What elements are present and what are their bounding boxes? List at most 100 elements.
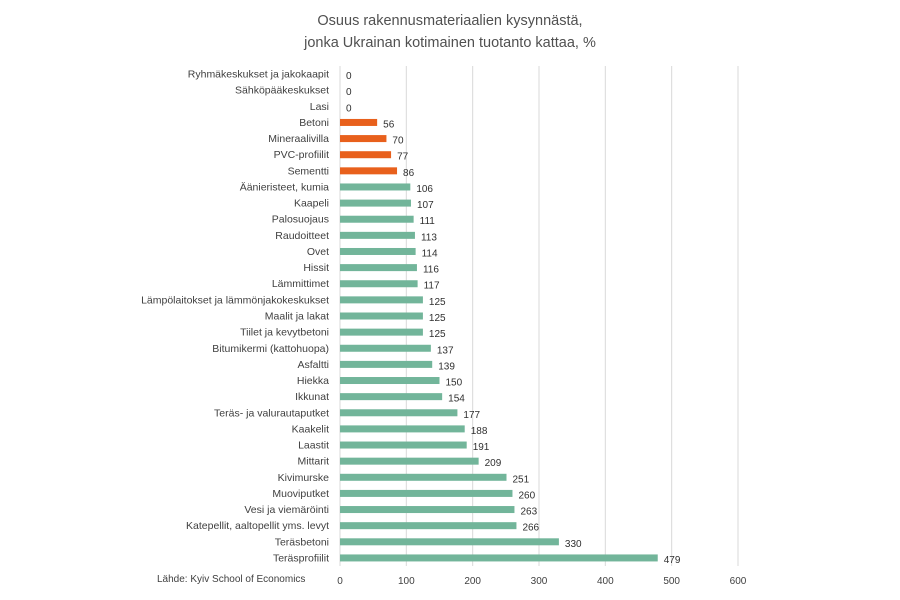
value-label: 0 — [346, 103, 352, 114]
category-label: Bitumikermi (kattohuopa) — [212, 343, 329, 355]
category-label: Äänieristeet, kumia — [240, 181, 329, 193]
value-label: 251 — [512, 474, 529, 485]
bar — [340, 522, 517, 530]
value-label: 116 — [423, 265, 439, 276]
value-label: 117 — [424, 281, 440, 292]
category-label: Kaakelit — [292, 423, 329, 435]
value-label: 70 — [392, 136, 404, 147]
category-label: Kaapeli — [294, 198, 329, 210]
bar — [340, 215, 414, 223]
value-label: 86 — [403, 168, 415, 179]
value-label: 114 — [422, 248, 438, 259]
category-label: Maalit ja lakat — [265, 311, 329, 323]
category-label: Lämmittimet — [272, 278, 329, 290]
category-label: Ikkunat — [295, 391, 329, 403]
category-label: Teräs- ja valurautaputket — [214, 407, 329, 419]
category-label: Teräsprofiilit — [273, 552, 329, 564]
category-label: Lämpölaitokset ja lämmönjakokeskukset — [141, 294, 329, 306]
category-label: Betoni — [299, 117, 329, 129]
bar — [340, 118, 378, 126]
category-label: Lasi — [310, 101, 329, 113]
category-label: Asfaltti — [297, 359, 329, 371]
category-label: Tiilet ja kevytbetoni — [240, 327, 329, 339]
category-label: PVC-profiilit — [274, 149, 330, 161]
chart-title: Osuus rakennusmateriaalien kysynnästä, j… — [0, 10, 900, 54]
bar — [340, 167, 398, 175]
bar — [340, 151, 392, 159]
value-label: 0 — [346, 87, 352, 98]
source-note: Lähde: Kyiv School of Economics — [157, 574, 306, 585]
x-tick-label: 600 — [730, 576, 747, 587]
category-label: Ovet — [307, 246, 329, 258]
value-label: 56 — [383, 119, 395, 130]
category-label: Mineraalivilla — [268, 133, 329, 145]
bar — [340, 360, 433, 368]
x-axis-tick-labels: 0 100 200 300 400 500 600 — [337, 576, 747, 587]
value-label: 77 — [397, 152, 409, 163]
x-tick-label: 300 — [531, 576, 548, 587]
category-label: Kivimurske — [278, 472, 330, 484]
bar — [340, 328, 423, 336]
category-label: Katepellit, aaltopellit yms. levyt — [186, 520, 329, 532]
chart-title-line-1: Osuus rakennusmateriaalien kysynnästä, — [317, 13, 583, 29]
category-label: Laastit — [298, 440, 329, 452]
value-label: 266 — [522, 523, 539, 534]
bar — [340, 377, 440, 385]
value-label: 154 — [448, 394, 465, 405]
bar — [340, 247, 416, 255]
bar — [340, 312, 423, 320]
bar — [340, 538, 559, 546]
bar — [340, 409, 458, 417]
value-label: 107 — [417, 200, 434, 211]
bar — [340, 506, 515, 514]
bar — [340, 457, 479, 465]
bar — [340, 296, 423, 304]
bar — [340, 344, 431, 352]
bar — [340, 489, 513, 497]
bar — [340, 199, 411, 207]
bar — [340, 231, 415, 239]
gridlines — [339, 66, 739, 566]
value-label: 263 — [520, 507, 537, 518]
value-label: 113 — [421, 232, 437, 243]
bars — [340, 118, 658, 562]
value-label: 150 — [446, 378, 463, 389]
value-label: 191 — [473, 442, 490, 453]
value-label: 125 — [429, 297, 446, 308]
bar — [340, 393, 443, 401]
x-tick-label: 400 — [597, 576, 614, 587]
value-label: 209 — [485, 458, 502, 469]
category-label: Hiekka — [297, 375, 329, 387]
value-label: 0 — [346, 71, 352, 82]
category-label: Mittarit — [298, 456, 330, 468]
category-label: Muoviputket — [272, 488, 329, 500]
category-label: Vesi ja viemäröinti — [244, 504, 329, 516]
value-label: 106 — [416, 184, 433, 195]
x-tick-label: 100 — [398, 576, 415, 587]
value-label: 111 — [420, 216, 436, 227]
chart-title-line-2: jonka Ukrainan kotimainen tuotanto katta… — [304, 35, 596, 51]
bar — [340, 441, 467, 449]
bar — [340, 280, 418, 288]
bar — [340, 135, 387, 143]
value-label: 479 — [664, 555, 681, 566]
value-label: 177 — [463, 410, 480, 421]
value-label: 137 — [437, 345, 454, 356]
x-tick-label: 500 — [663, 576, 680, 587]
x-tick-label: 0 — [337, 576, 343, 587]
value-label: 125 — [429, 313, 446, 324]
bar — [340, 264, 417, 272]
value-label: 139 — [438, 361, 455, 372]
x-tick-label: 200 — [464, 576, 481, 587]
bar — [340, 425, 465, 433]
category-label: Palosuojaus — [272, 214, 329, 226]
category-label: Ryhmäkeskukset ja jakokaapit — [188, 69, 329, 81]
value-label: 330 — [565, 539, 582, 550]
category-label: Hissit — [303, 262, 329, 274]
category-label: Sementti — [288, 165, 329, 177]
bar — [340, 183, 411, 191]
value-label: 188 — [471, 426, 488, 437]
category-labels: Ryhmäkeskukset ja jakokaapit Sähköpääkesk… — [141, 69, 329, 565]
